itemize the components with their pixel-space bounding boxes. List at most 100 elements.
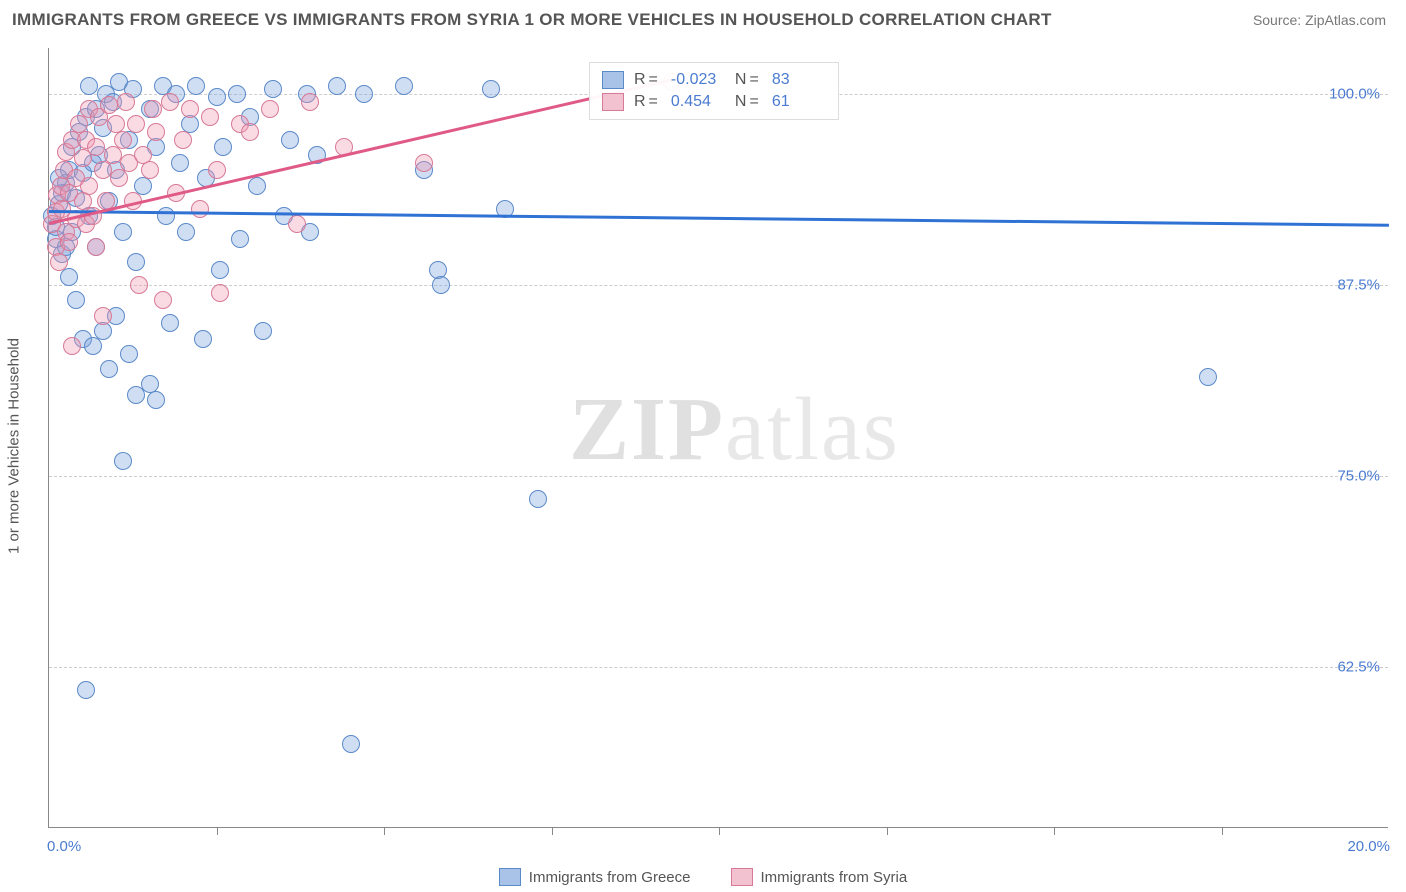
data-point — [80, 77, 98, 95]
data-point — [248, 177, 266, 195]
data-point — [63, 337, 81, 355]
data-point — [87, 138, 105, 156]
data-point — [77, 681, 95, 699]
x-tick — [1054, 827, 1055, 835]
x-tick — [1222, 827, 1223, 835]
data-point — [84, 337, 102, 355]
stats-n-value: 83 — [772, 71, 826, 89]
data-point — [432, 276, 450, 294]
data-point — [264, 80, 282, 98]
header: IMMIGRANTS FROM GREECE VS IMMIGRANTS FRO… — [0, 0, 1406, 40]
scatter-plot: ZIPatlas 62.5%75.0%87.5%100.0%0.0%20.0%R… — [48, 48, 1388, 828]
legend-swatch — [499, 868, 521, 886]
legend-swatch — [731, 868, 753, 886]
legend-label: Immigrants from Greece — [529, 869, 691, 886]
watermark: ZIPatlas — [569, 378, 900, 481]
data-point — [100, 96, 118, 114]
data-point — [80, 177, 98, 195]
stats-box: R= -0.023 N= 83 R= 0.454 N= 61 — [589, 62, 839, 120]
data-point — [141, 161, 159, 179]
data-point — [114, 131, 132, 149]
y-tick-label: 87.5% — [1337, 277, 1380, 294]
data-point — [60, 268, 78, 286]
source-label: Source: ZipAtlas.com — [1253, 12, 1386, 28]
data-point — [415, 154, 433, 172]
x-max-label: 20.0% — [1347, 838, 1390, 855]
data-point — [104, 146, 122, 164]
legend-label: Immigrants from Syria — [761, 869, 908, 886]
stats-n-label: N= — [735, 93, 762, 111]
stats-row: R= 0.454 N= 61 — [602, 91, 826, 113]
data-point — [208, 88, 226, 106]
data-point — [301, 93, 319, 111]
y-axis-label: 1 or more Vehicles in Household — [6, 338, 23, 554]
trend-line — [49, 210, 1389, 226]
data-point — [130, 276, 148, 294]
data-point — [288, 215, 306, 233]
data-point — [177, 223, 195, 241]
data-point — [154, 291, 172, 309]
data-point — [211, 261, 229, 279]
data-point — [67, 291, 85, 309]
data-point — [171, 154, 189, 172]
data-point — [50, 253, 68, 271]
data-point — [482, 80, 500, 98]
data-point — [147, 391, 165, 409]
data-point — [161, 93, 179, 111]
data-point — [114, 223, 132, 241]
data-point — [94, 161, 112, 179]
data-point — [181, 100, 199, 118]
gridline — [49, 285, 1388, 286]
stats-r-label: R= — [634, 71, 661, 89]
legend-item-syria: Immigrants from Syria — [731, 868, 908, 886]
x-tick — [384, 827, 385, 835]
data-point — [214, 138, 232, 156]
data-point — [117, 93, 135, 111]
data-point — [1199, 368, 1217, 386]
data-point — [60, 233, 78, 251]
stats-row: R= -0.023 N= 83 — [602, 69, 826, 91]
x-tick — [887, 827, 888, 835]
chart-title: IMMIGRANTS FROM GREECE VS IMMIGRANTS FRO… — [12, 10, 1052, 30]
data-point — [94, 307, 112, 325]
bottom-legend: Immigrants from Greece Immigrants from S… — [0, 868, 1406, 886]
data-point — [144, 100, 162, 118]
stats-r-value: -0.023 — [671, 71, 725, 89]
x-tick — [719, 827, 720, 835]
data-point — [254, 322, 272, 340]
y-tick-label: 100.0% — [1329, 85, 1380, 102]
y-tick-label: 62.5% — [1337, 659, 1380, 676]
data-point — [147, 123, 165, 141]
data-point — [127, 253, 145, 271]
data-point — [261, 100, 279, 118]
data-point — [211, 284, 229, 302]
data-point — [529, 490, 547, 508]
data-point — [174, 131, 192, 149]
data-point — [87, 238, 105, 256]
data-point — [191, 200, 209, 218]
data-point — [120, 345, 138, 363]
stats-swatch — [602, 71, 624, 89]
x-tick — [552, 827, 553, 835]
data-point — [100, 360, 118, 378]
data-point — [395, 77, 413, 95]
data-point — [127, 115, 145, 133]
data-point — [228, 85, 246, 103]
data-point — [194, 330, 212, 348]
stats-r-label: R= — [634, 93, 661, 111]
data-point — [241, 123, 259, 141]
data-point — [342, 735, 360, 753]
x-tick — [217, 827, 218, 835]
stats-swatch — [602, 93, 624, 111]
data-point — [328, 77, 346, 95]
data-point — [161, 314, 179, 332]
data-point — [201, 108, 219, 126]
gridline — [49, 667, 1388, 668]
gridline — [49, 476, 1388, 477]
data-point — [114, 452, 132, 470]
stats-n-value: 61 — [772, 93, 826, 111]
stats-n-label: N= — [735, 71, 762, 89]
data-point — [110, 169, 128, 187]
data-point — [157, 207, 175, 225]
stats-r-value: 0.454 — [671, 93, 725, 111]
